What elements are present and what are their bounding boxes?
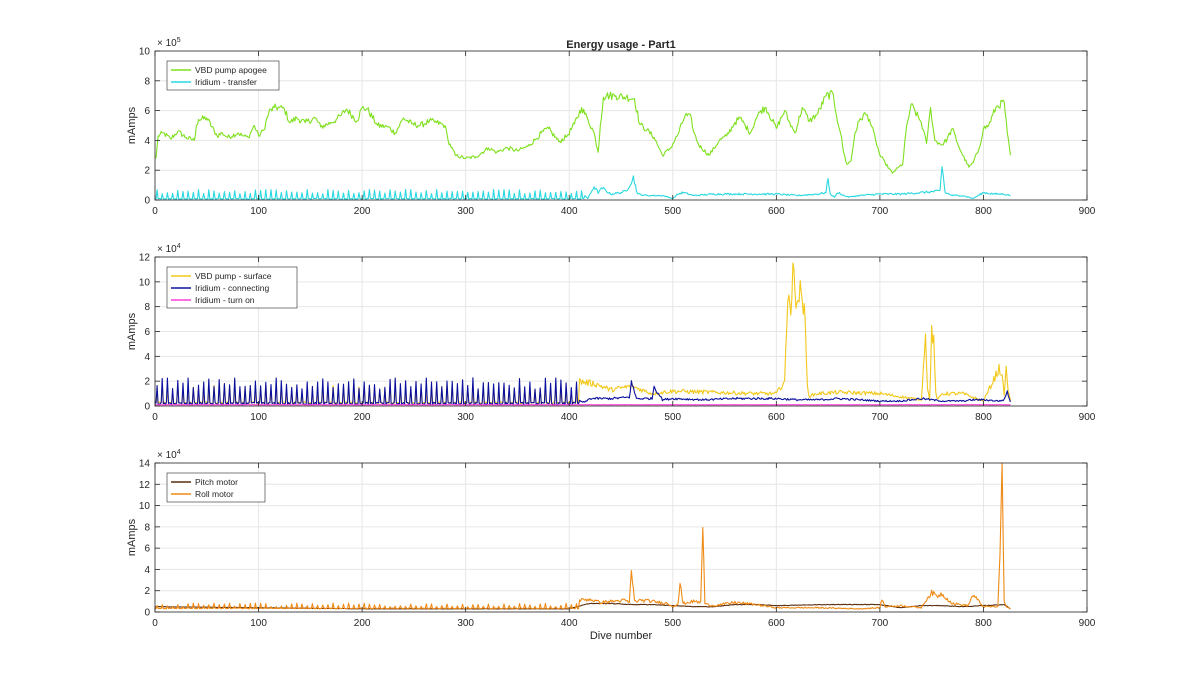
y-axis-label: mAmps [126, 518, 138, 556]
y-exponent-base: × 10 [157, 450, 177, 461]
panel-2: 0 100 200 300 400 500 600 700 800 900 0 2 4 6 8 10 12 × 1… [126, 243, 1096, 423]
x-tick-label: 200 [354, 206, 371, 217]
series-line-iridium-transfer [155, 167, 1010, 200]
x-tick-label: 200 [354, 618, 371, 629]
y-tick-label: 0 [144, 196, 150, 207]
y-tick-label: 6 [144, 327, 150, 338]
x-tick-label: 300 [457, 618, 474, 629]
x-tick-label: 500 [664, 618, 681, 629]
x-tick-label: 0 [152, 206, 158, 217]
x-tick-label: 400 [561, 206, 578, 217]
legend: VBD pump apogee Iridium - transfer [167, 61, 279, 90]
x-tick-label: 700 [872, 412, 889, 423]
legend-entry: Roll motor [195, 489, 234, 499]
y-exponent-base: × 10 [157, 38, 177, 49]
panel-3: 0 100 200 300 400 500 600 700 800 900 0 2 4 6 8 10 12 14 ×… [126, 449, 1096, 642]
chart-title: Energy usage - Part1 [566, 39, 675, 51]
y-tick-label: 6 [144, 106, 150, 117]
y-axis-label: mAmps [126, 312, 138, 350]
legend: VBD pump - surface Iridium - connecting Ir… [167, 267, 297, 308]
x-tick-label: 0 [152, 618, 158, 629]
y-tick-label: 2 [144, 586, 150, 597]
x-tick-label: 700 [872, 618, 889, 629]
y-axis-label: mAmps [126, 106, 138, 144]
y-tick-label: 8 [144, 522, 150, 533]
x-tick-label: 600 [768, 412, 785, 423]
legend-entry: VBD pump apogee [195, 65, 267, 75]
legend-entry: VBD pump - surface [195, 271, 272, 281]
y-tick-label: 4 [144, 352, 150, 363]
y-exponent-label: × 104 [157, 243, 181, 255]
legend-entry: Iridium - transfer [195, 77, 257, 87]
x-tick-label: 100 [250, 412, 267, 423]
x-tick-label: 900 [1079, 618, 1096, 629]
y-tick-label: 2 [144, 377, 150, 388]
axes-box [155, 463, 1087, 612]
y-tick-label: 2 [144, 166, 150, 177]
y-exponent-label: × 105 [157, 37, 181, 49]
y-tick-label: 10 [139, 277, 151, 288]
legend-entry: Pitch motor [195, 477, 238, 487]
y-exponent-power: 4 [177, 243, 181, 250]
y-tick-label: 4 [144, 565, 150, 576]
x-tick-label: 200 [354, 412, 371, 423]
y-tick-label: 14 [139, 459, 151, 470]
x-tick-label: 900 [1079, 206, 1096, 217]
y-tick-label: 12 [139, 480, 151, 491]
y-tick-label: 4 [144, 136, 150, 147]
y-exponent-base: × 10 [157, 244, 177, 255]
y-tick-label: 10 [139, 501, 151, 512]
x-tick-label: 0 [152, 412, 158, 423]
x-tick-label: 400 [561, 412, 578, 423]
x-axis-label: Dive number [590, 630, 653, 642]
x-tick-label: 700 [872, 206, 889, 217]
grid-lines [155, 463, 1087, 612]
x-tick-label: 500 [664, 412, 681, 423]
y-exponent-label: × 104 [157, 449, 181, 461]
y-tick-label: 8 [144, 302, 150, 313]
x-tick-label: 900 [1079, 412, 1096, 423]
y-tick-label: 12 [139, 253, 151, 264]
y-tick-label: 0 [144, 608, 150, 619]
x-tick-label: 800 [975, 206, 992, 217]
x-tick-label: 300 [457, 412, 474, 423]
x-tick-label: 800 [975, 618, 992, 629]
y-tick-label: 6 [144, 544, 150, 555]
x-tick-label: 500 [664, 206, 681, 217]
x-tick-label: 100 [250, 618, 267, 629]
y-tick-label: 8 [144, 76, 150, 87]
x-tick-label: 600 [768, 206, 785, 217]
series-line-roll-motor [155, 463, 1010, 609]
panel-1: 0 100 200 300 400 500 600 700 800 900 0 2 4 6 8 10 × 105… [126, 37, 1096, 217]
legend: Pitch motor Roll motor [167, 473, 265, 502]
x-tick-label: 300 [457, 206, 474, 217]
x-tick-label: 400 [561, 618, 578, 629]
series-line-vbd-apogee [156, 90, 1010, 173]
y-exponent-power: 4 [177, 449, 181, 456]
grid-lines [155, 51, 1087, 200]
x-tick-label: 100 [250, 206, 267, 217]
y-exponent-power: 5 [177, 37, 181, 44]
x-tick-label: 800 [975, 412, 992, 423]
axes-box [155, 51, 1087, 200]
y-tick-label: 10 [139, 47, 151, 58]
y-tick-label: 0 [144, 402, 150, 413]
legend-entry: Iridium - connecting [195, 283, 269, 293]
legend-entry: Iridium - turn on [195, 295, 255, 305]
x-tick-label: 600 [768, 618, 785, 629]
